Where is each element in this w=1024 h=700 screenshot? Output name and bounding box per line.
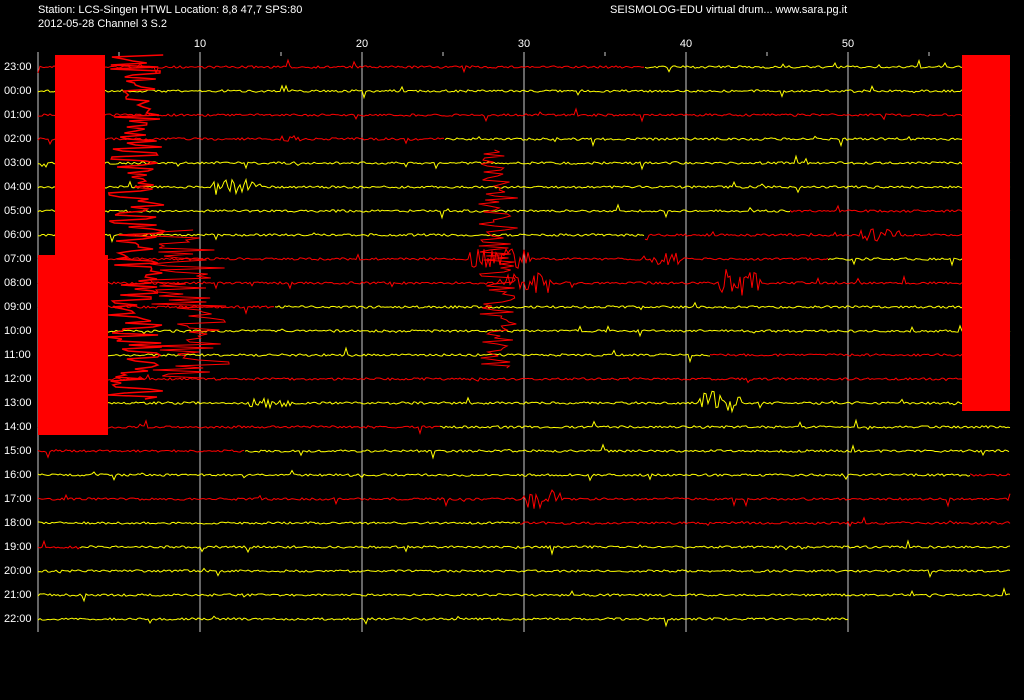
row-label: 02:00 [4,133,32,145]
trace [37,177,1011,196]
trace [38,107,1011,123]
trace [439,418,1011,431]
x-tick-label: 50 [842,38,854,50]
row-label: 00:00 [4,85,32,97]
row-label: 09:00 [4,301,32,313]
saturation-block [962,55,1010,411]
trace [37,58,645,75]
trace [37,247,829,269]
trace [37,346,711,364]
x-tick-label: 30 [518,38,530,50]
trace [37,615,849,628]
trace [37,323,1011,338]
date-channel: 2012-05-28 Channel 3 S.2 [38,18,167,30]
row-label: 21:00 [4,589,32,601]
trace [644,58,1010,73]
x-tick-label: 40 [680,38,692,50]
trace [37,134,445,146]
trace [37,154,1011,171]
x-tick-label: 20 [356,38,368,50]
trace [644,228,1010,242]
trace [79,539,1011,556]
row-label: 11:00 [4,349,31,361]
row-label: 22:00 [4,613,32,625]
labels: 10 20 30 40 50 23:00 00:00 01:00 02:00 03:00 04:00… [4,38,854,625]
trace [37,521,521,525]
row-label: 15:00 [4,445,32,457]
row-label: 18:00 [4,517,32,529]
row-label: 16:00 [4,469,32,481]
row-label: 10:00 [4,325,32,337]
traces [37,54,1011,628]
trace [274,301,1010,311]
row-label: 05:00 [4,205,32,217]
x-tick-label: 10 [194,38,206,50]
row-label: 17:00 [4,493,32,505]
trace [37,489,1011,510]
trace [37,587,1010,603]
row-label: 04:00 [4,181,32,193]
row-label: 12:00 [4,373,32,385]
saturation-edge [149,229,230,379]
row-label: 06:00 [4,229,32,241]
trace [519,516,1011,528]
saturation-edge [106,54,166,400]
trace [37,390,1011,414]
trace [444,130,1010,148]
row-label: 03:00 [4,157,32,169]
trace [37,448,245,459]
trace [37,373,1011,384]
row-label: 19:00 [4,541,32,553]
trace [709,353,1011,357]
row-label: 20:00 [4,565,32,577]
trace [37,84,1011,100]
trace [37,539,81,550]
source-info: SEISMOLOG-EDU virtual drum... www.sara.p… [610,4,847,16]
saturation-block [38,255,108,435]
trace [37,203,791,220]
trace [37,567,1011,579]
row-label: 08:00 [4,277,32,289]
trace [244,443,1010,460]
row-label: 01:00 [4,109,32,121]
row-label: 23:00 [4,61,32,73]
row-label: 07:00 [4,253,32,265]
trace [969,473,1011,477]
row-label: 14:00 [4,421,32,433]
row-label: 13:00 [4,397,32,409]
trace [37,269,1011,296]
station-info: Station: LCS-Singen HTWL Location: 8,8 4… [38,4,302,16]
trace [37,469,971,482]
quake-burst [478,149,518,369]
grid [118,52,930,632]
